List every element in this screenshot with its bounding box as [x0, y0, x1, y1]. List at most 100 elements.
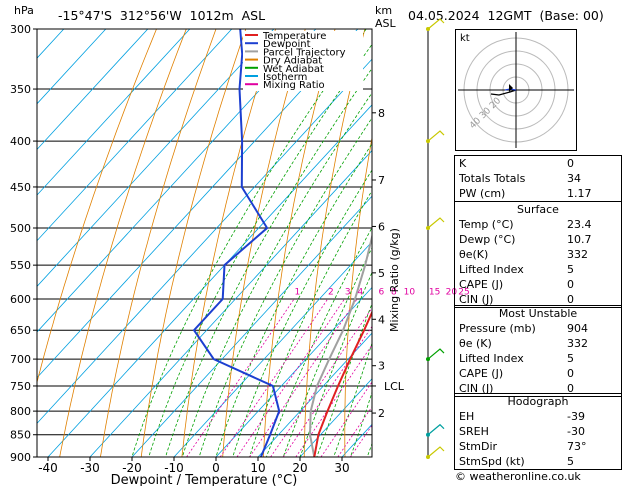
- mixing-ratio-label: 4: [357, 287, 363, 297]
- mu-key: Lifted Index: [459, 352, 524, 365]
- pressure-tick-label: 750: [10, 380, 31, 393]
- temp-tick-label: 30: [334, 461, 349, 475]
- surface-key: CAPE (J): [459, 278, 504, 291]
- mu-value: 0: [567, 367, 574, 380]
- y-axis-right-label: Mixing Ratio (g/kg): [388, 228, 401, 332]
- surface-row: CAPE (J) 0: [455, 277, 621, 292]
- index-value: 1.17: [567, 187, 592, 200]
- plot-frame: [36, 28, 373, 458]
- surface-row: Temp (°C) 23.4: [455, 217, 621, 232]
- mixing-ratio-label: 8: [391, 287, 397, 297]
- isotherm-line: [299, 378, 372, 457]
- legend-background: [243, 31, 363, 91]
- surface-value: 10.7: [567, 233, 592, 246]
- hodograph-trace: [490, 89, 517, 96]
- wind-barb-icon: [427, 217, 445, 229]
- wet-adiabat-line: [266, 226, 372, 457]
- mu-value: 332: [567, 337, 588, 350]
- copyright-footer[interactable]: © weatheronline.co.uk: [455, 470, 581, 483]
- legend-entry: Mixing Ratio: [263, 80, 325, 91]
- mu-row: θe (K) 332: [455, 336, 621, 351]
- surface-row: CIN (J) 0: [455, 292, 621, 307]
- pressure-tick-label: 850: [10, 429, 31, 442]
- most-unstable-title: Most Unstable: [498, 307, 578, 320]
- legend-entry: Dewpoint: [263, 39, 311, 50]
- km-tick-label: 8: [378, 107, 385, 120]
- km-tick-label: 3: [378, 360, 385, 373]
- pressure-tick-label: 700: [10, 353, 31, 366]
- isotherm-line: [37, 58, 372, 424]
- surface-value: 332: [567, 248, 588, 261]
- mu-key: CAPE (J): [459, 367, 504, 380]
- dry-adiabat-line: [222, 29, 306, 457]
- location-title: -15°47'S 312°56'W 1012m ASL: [58, 8, 266, 23]
- dry-adiabat-line: [344, 135, 372, 457]
- surface-row: θe(K) 332: [455, 247, 621, 262]
- mu-row: Pressure (mb) 904: [455, 321, 621, 336]
- isotherm-line: [215, 286, 372, 457]
- dry-adiabat-line: [303, 29, 366, 457]
- datetime-title: 04.05.2024 12GMT (Base: 00): [408, 8, 604, 23]
- mixing-ratio-label: 10: [404, 287, 416, 297]
- km-tick-label: 5: [378, 267, 385, 280]
- wet-adiabat-line: [131, 29, 367, 457]
- legend-entry: Dry Adiabat: [263, 56, 322, 67]
- temperature-line: [313, 310, 372, 457]
- mixing-ratio-line: [320, 381, 372, 457]
- pressure-tick-label: 550: [10, 259, 31, 272]
- legend-entry: Wet Adiabat: [263, 64, 324, 75]
- mu-key: CIN (J): [459, 382, 494, 395]
- pressure-tick-label: 500: [10, 222, 31, 235]
- surface-key: CIN (J): [459, 293, 494, 306]
- dewpoint-line: [192, 29, 281, 457]
- mu-value: 904: [567, 322, 588, 335]
- temp-tick-label: -10: [164, 461, 184, 475]
- legend-entry: Isotherm: [263, 72, 307, 83]
- isotherm-line: [257, 332, 372, 457]
- mixing-ratio-label: 3: [345, 287, 351, 297]
- hodo-row: EH -39: [455, 409, 621, 424]
- surface-key: Temp (°C): [459, 218, 514, 231]
- surface-key: Dewp (°C): [459, 233, 516, 246]
- mixing-ratio-label: 15: [429, 287, 440, 297]
- hodo-key: StmSpd (kt): [459, 455, 525, 468]
- wet-adiabat-line: [316, 302, 372, 457]
- pressure-tick-label: 900: [10, 451, 31, 464]
- surface-value: 0: [567, 278, 574, 291]
- mu-value: 5: [567, 352, 574, 365]
- surface-value: 5: [567, 263, 574, 276]
- temp-tick-label: -30: [80, 461, 100, 475]
- isotherm-line: [37, 29, 233, 242]
- hodograph: kt 40 30 20: [455, 29, 577, 151]
- asl-label: ASL: [375, 17, 396, 30]
- temp-tick-label: -20: [122, 461, 142, 475]
- hpa-label: hPa: [14, 4, 34, 17]
- hodograph-storm-marker: [509, 84, 513, 92]
- isotherm-line: [131, 195, 372, 457]
- wet-adiabat-line: [148, 43, 372, 457]
- mixing-ratio-label: 2: [328, 287, 334, 297]
- temp-tick-label: -40: [38, 461, 58, 475]
- legend-entry: Temperature: [262, 31, 326, 42]
- km-tick-label: 6: [378, 220, 385, 233]
- wind-barb-icon: [427, 446, 445, 458]
- wet-adiabat-line: [232, 169, 372, 457]
- wet-adiabat-line: [165, 67, 372, 457]
- wind-barb-icon: [427, 18, 445, 30]
- wind-barb-icon: [427, 348, 445, 360]
- km-tick-label: 4: [378, 313, 385, 326]
- pressure-tick-label: 450: [10, 181, 31, 194]
- hodo-key: SREH: [459, 425, 489, 438]
- wet-adiabat-line: [350, 390, 372, 457]
- surface-value: 0: [567, 293, 574, 306]
- index-value: 0: [567, 157, 574, 170]
- mixing-ratio-label: 6: [378, 287, 384, 297]
- legend-entry: Parcel Trajectory: [263, 47, 346, 58]
- hodo-row: StmSpd (kt) 5: [455, 454, 621, 469]
- isotherm-line: [37, 29, 149, 151]
- dry-adiabat-line: [37, 29, 157, 384]
- mu-row: Lifted Index 5: [455, 351, 621, 366]
- surface-key: Lifted Index: [459, 263, 524, 276]
